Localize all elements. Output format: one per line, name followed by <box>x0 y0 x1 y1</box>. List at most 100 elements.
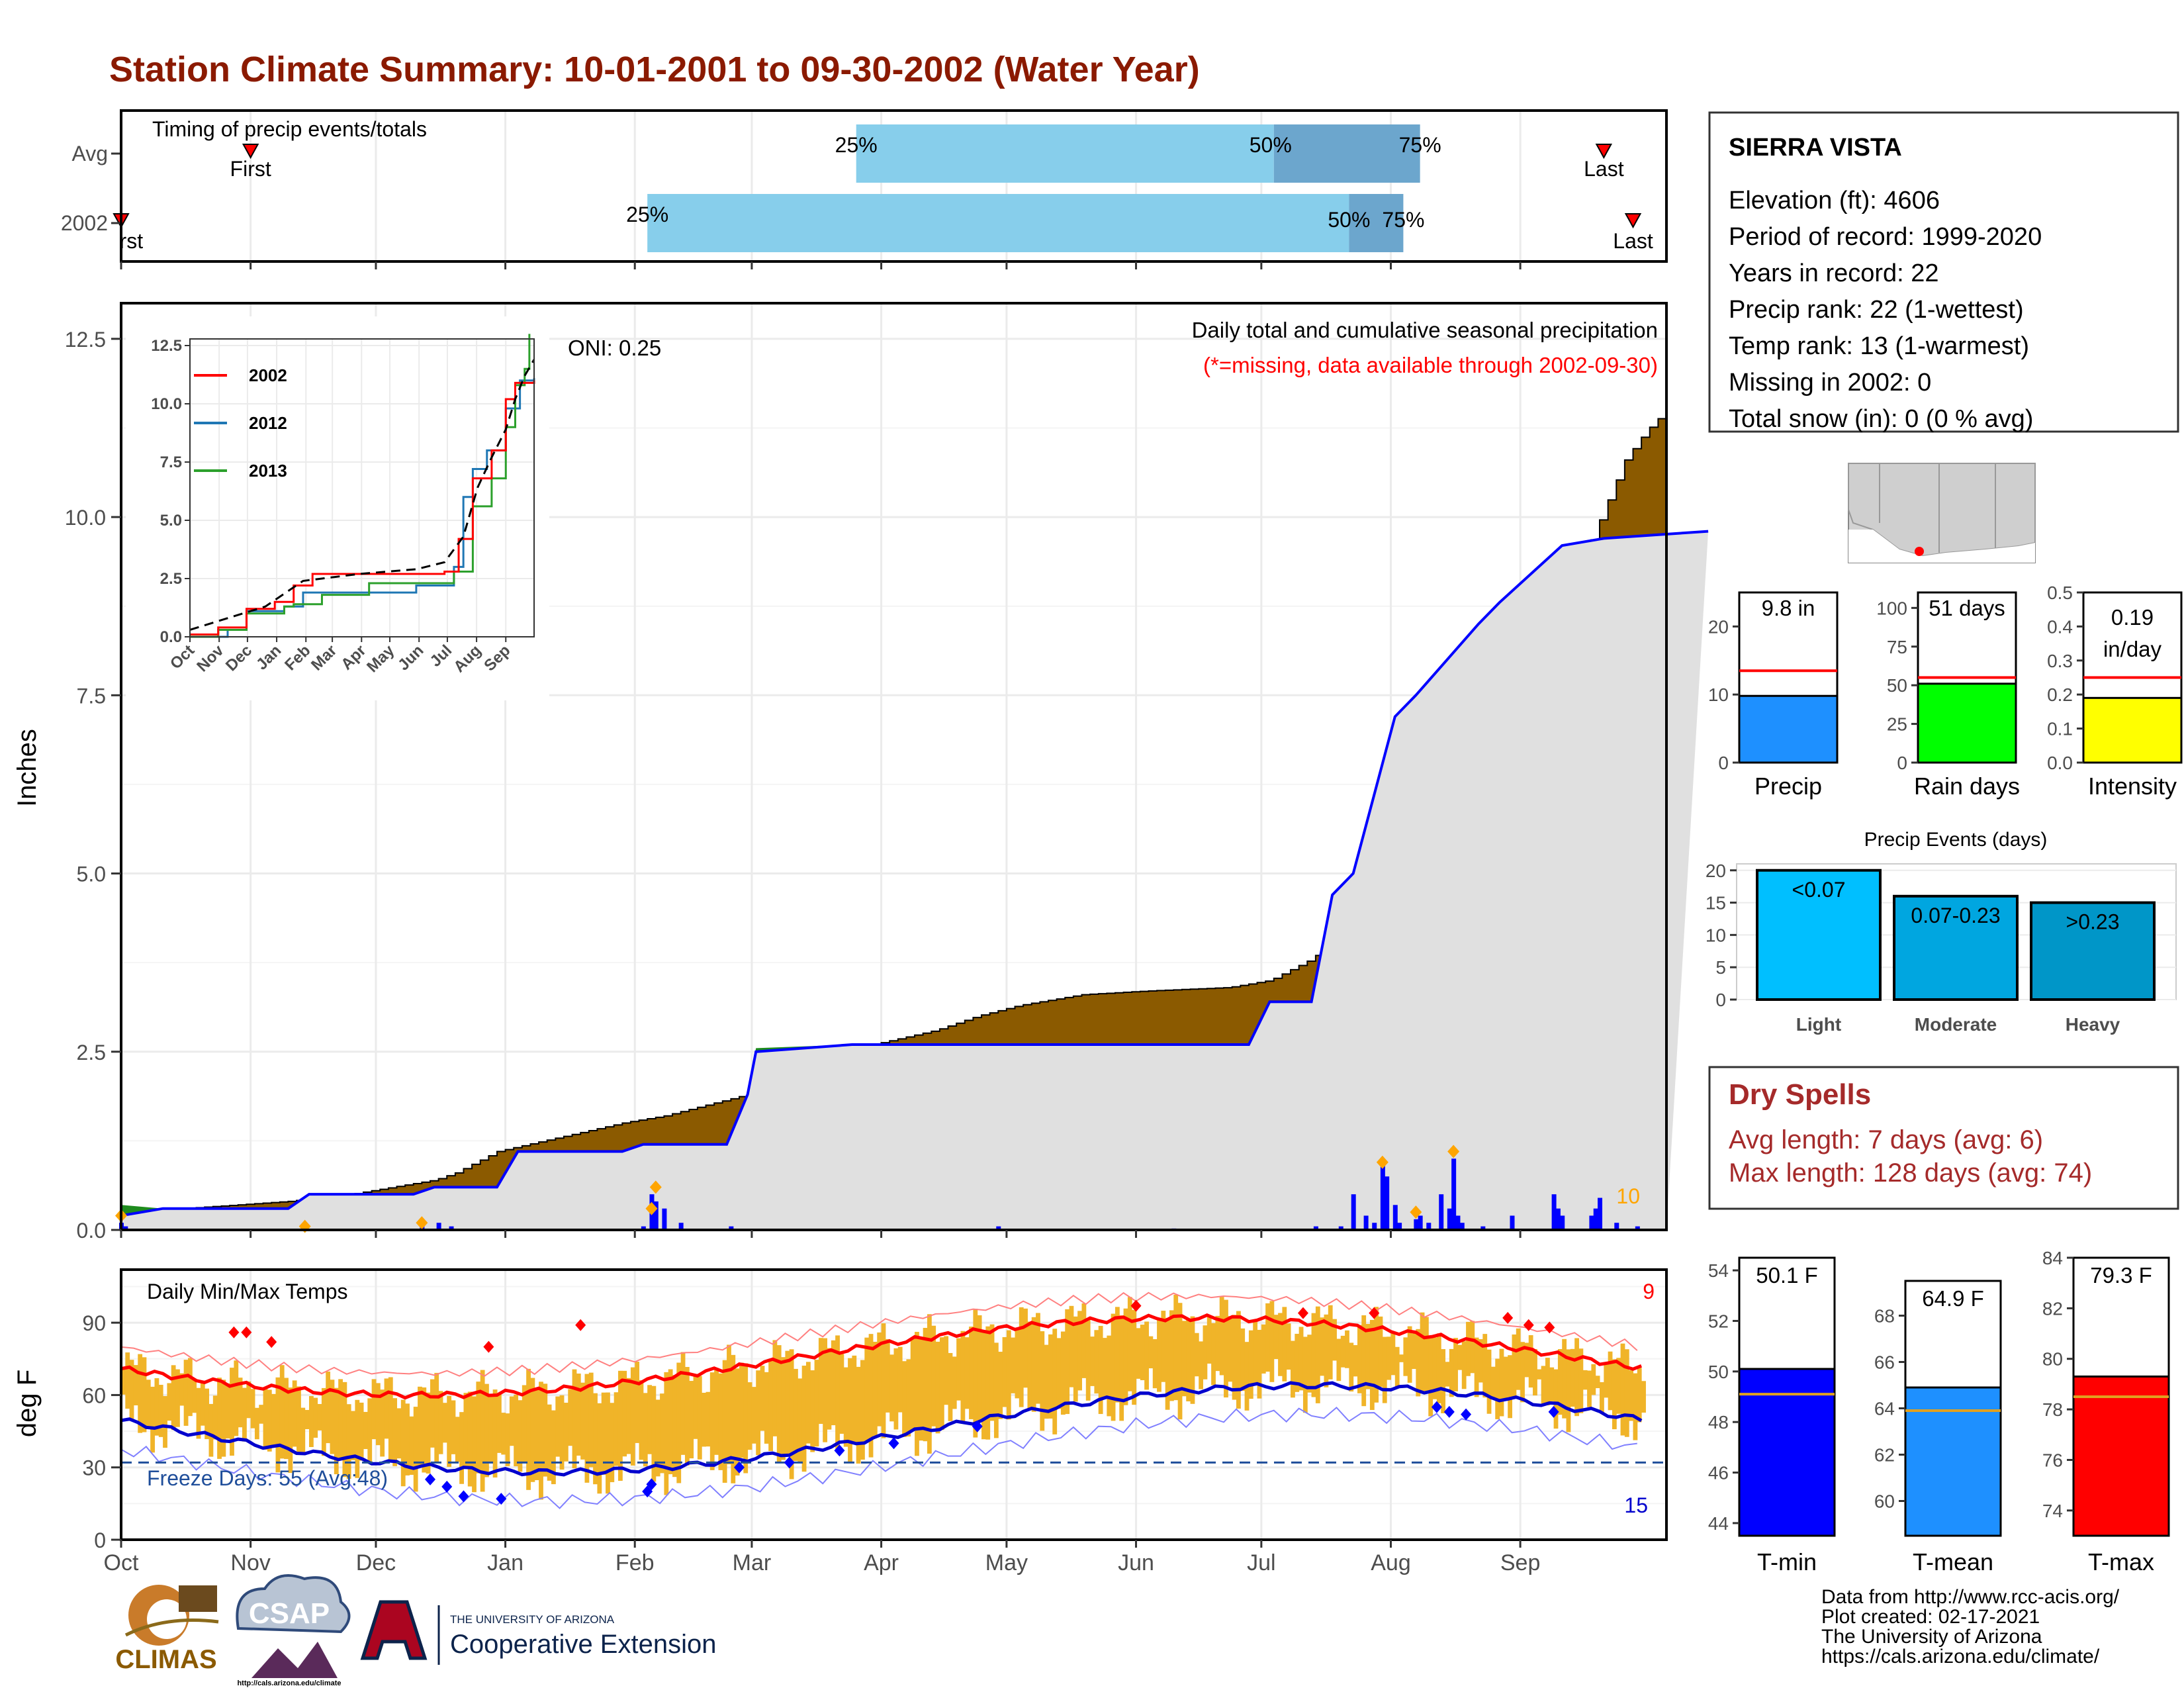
daily-temp-range-bar <box>121 1368 126 1395</box>
month-tick-label: May <box>985 1550 1028 1575</box>
record-high-marker <box>241 1326 252 1338</box>
record-high-marker <box>483 1340 494 1353</box>
daily-temp-range-bar <box>1374 1307 1379 1403</box>
daily-temp-range-bar <box>1273 1315 1279 1360</box>
daily-precip-bar <box>1614 1223 1619 1230</box>
daily-temp-range-bar <box>872 1341 878 1436</box>
temp-bar-ytick-label: 68 <box>1874 1306 1895 1327</box>
daily-temp-range-bar <box>647 1385 652 1454</box>
inset-legend-label: 2013 <box>249 461 287 481</box>
record-low-marker <box>646 1478 657 1491</box>
daily-temp-range-bar <box>1399 1354 1404 1362</box>
climas-logo-text: CLIMAS <box>115 1645 216 1674</box>
daily-temp-range-bar <box>267 1389 272 1452</box>
station-location-dot <box>1915 547 1924 556</box>
daily-temp-range-bar <box>1140 1325 1145 1381</box>
daily-temp-range-bar <box>1224 1299 1228 1398</box>
daily-temp-range-bar <box>1090 1336 1095 1386</box>
precip-ytick-label: 12.5 <box>65 328 106 352</box>
daily-temp-range-bar <box>881 1323 886 1438</box>
daily-temp-range-bar <box>805 1362 811 1444</box>
daily-temp-range-bar <box>1479 1339 1483 1383</box>
daily-temp-range-bar <box>246 1381 251 1419</box>
record-low-marker <box>1461 1408 1472 1421</box>
station-info-line: Years in record: 22 <box>1729 259 1939 287</box>
daily-temp-range-bar <box>1286 1323 1291 1370</box>
inset-ytick-label: 5.0 <box>160 512 182 530</box>
daily-temp-range-bar <box>1085 1319 1091 1401</box>
daily-temp-range-bar <box>593 1393 598 1485</box>
timing-2002-last-marker <box>1624 213 1642 229</box>
daily-temp-range-bar <box>1428 1336 1433 1417</box>
daily-temp-range-bar <box>739 1362 744 1458</box>
inset-ytick-label: 2.5 <box>160 570 182 588</box>
summary-bar-name: Rain days <box>1914 773 2020 800</box>
daily-temp-range-bar <box>856 1366 861 1464</box>
summary-bar-value <box>1738 694 1839 764</box>
station-info-line: Period of record: 1999-2020 <box>1729 223 2042 251</box>
daily-temp-range-bar <box>676 1362 682 1483</box>
daily-temp-range-bar <box>484 1383 489 1477</box>
inset-ytick-label: 12.5 <box>151 337 182 355</box>
daily-temp-range-bar <box>338 1379 343 1458</box>
daily-temp-range-bar <box>1461 1341 1467 1389</box>
daily-temp-range-bar <box>601 1392 606 1475</box>
daily-temp-range-bar <box>1302 1336 1308 1413</box>
daily-temp-range-bar <box>1048 1334 1053 1419</box>
record-low-marker <box>458 1490 469 1503</box>
daily-temp-range-bar <box>697 1376 702 1460</box>
daily-temp-range-bar <box>263 1388 268 1450</box>
daily-temp-range-bar <box>797 1378 803 1463</box>
daily-precip-bar <box>1455 1215 1461 1230</box>
daily-temp-range-bar <box>1436 1333 1441 1403</box>
record-low-marker <box>496 1493 507 1505</box>
daily-temp-range-bar <box>1365 1324 1371 1389</box>
daily-temp-range-bar <box>714 1368 719 1455</box>
daily-temp-range-bar <box>985 1326 991 1440</box>
daily-temp-range-bar <box>956 1338 961 1401</box>
daily-temp-range-bar <box>1516 1328 1521 1390</box>
daily-precip-bar <box>123 1226 128 1230</box>
daily-temp-range-bar <box>1499 1348 1504 1417</box>
daily-temp-range-bar <box>1624 1349 1629 1437</box>
daily-temp-range-bar <box>1486 1349 1492 1414</box>
daily-temp-range-bar <box>563 1403 569 1462</box>
daily-temp-range-bar <box>814 1360 819 1447</box>
daily-temp-range-bar <box>371 1379 377 1440</box>
daily-temp-range-bar <box>848 1358 852 1463</box>
daily-temp-range-bar <box>304 1409 310 1430</box>
daily-temp-range-bar <box>1378 1316 1383 1387</box>
daily-temp-range-bar <box>1633 1373 1638 1440</box>
daily-temp-range-bar <box>1219 1297 1224 1376</box>
daily-temp-range-bar <box>1211 1323 1216 1385</box>
daily-temp-range-bar <box>300 1407 306 1454</box>
daily-precip-bar <box>1363 1215 1369 1230</box>
temp-bar-ytick-label: 44 <box>1708 1513 1729 1534</box>
month-tick-label: Aug <box>1371 1550 1411 1575</box>
precip-ytick-label: 2.5 <box>77 1041 106 1064</box>
daily-temp-range-bar <box>1203 1325 1208 1380</box>
daily-temp-range-bar <box>668 1369 673 1475</box>
daily-temp-range-bar <box>1503 1356 1508 1401</box>
daily-precip-bar <box>1459 1223 1465 1230</box>
temp-bar-ytick-label: 46 <box>1708 1463 1729 1483</box>
daily-temp-range-bar <box>664 1372 669 1495</box>
timing-bar-q50-q75 <box>1349 194 1404 252</box>
temp-panel-border <box>120 1268 1668 1541</box>
precip-missing-note: (*=missing, data available through 2002-… <box>1203 353 1658 377</box>
daily-temp-range-bar <box>154 1378 159 1436</box>
daily-temp-range-bar <box>238 1378 243 1428</box>
record-high-marker <box>1523 1319 1534 1331</box>
daily-temp-range-bar <box>1311 1313 1316 1397</box>
daily-temp-range-bar <box>1445 1362 1450 1387</box>
record-low-line <box>120 1406 1637 1509</box>
daily-temp-range-bar <box>902 1361 907 1437</box>
daily-temp-range-bar <box>1332 1319 1337 1361</box>
daily-temp-range-bar <box>1027 1321 1032 1411</box>
daily-temp-range-bar <box>326 1371 331 1444</box>
summary-bar-ytick-label: 0.2 <box>2047 684 2073 705</box>
daily-temp-range-bar <box>1453 1338 1458 1391</box>
daily-precip-bar <box>1589 1215 1594 1230</box>
timing-q25-label: 25% <box>835 133 878 157</box>
daily-precip-bar <box>449 1226 454 1230</box>
